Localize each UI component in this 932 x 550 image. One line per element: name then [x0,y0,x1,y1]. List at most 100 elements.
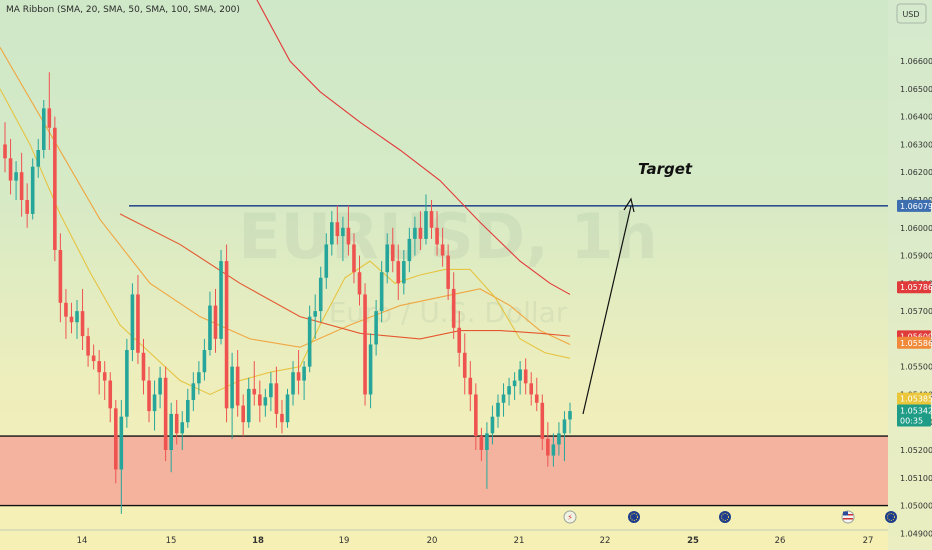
date-label: 26 [775,536,786,546]
price-tick-label: 1.05700 [900,307,932,316]
indicator-label[interactable]: MA Ribbon (SMA, 20, SMA, 50, SMA, 100, S… [6,5,240,15]
candle [512,372,517,400]
candle [390,227,395,273]
candle [8,138,13,195]
price-tick-label: 1.05100 [900,474,932,483]
candle [451,272,456,339]
candle [47,72,52,150]
candle [14,161,18,200]
price-badge: 1.06079 [897,199,932,212]
event-icon-eu-flag[interactable] [885,511,897,523]
candle [64,288,68,339]
candle [97,350,101,395]
date-label: 19 [339,536,350,546]
event-icon-eu-flag[interactable] [628,511,640,523]
candle [141,338,146,395]
candle [523,358,528,395]
candle [318,266,323,323]
candle [75,300,79,339]
currency-label[interactable]: USD [902,10,919,19]
candle [208,291,212,356]
support-zone [0,436,888,506]
candle [496,394,500,428]
candle [462,333,467,395]
ma-ribbon [0,0,571,396]
date-label: 25 [687,536,699,546]
candle [241,394,245,437]
candle [69,302,74,334]
price-axis[interactable]: USD 1.06600 1.06500 1.06400 1.06300 1.06200 1… [888,0,932,550]
candle [313,294,317,339]
candle [440,227,445,267]
event-icon-lightning[interactable]: ⚡ [563,510,577,524]
candle [252,361,257,406]
candle [341,216,345,262]
price-tick-label: 1.05000 [900,502,932,511]
candle [402,250,406,295]
candle [180,411,185,450]
price-tick-label: 1.06500 [900,85,932,94]
candle [147,366,151,423]
candle [363,283,367,406]
candle [291,361,295,406]
price-badges: 1.060791.057861.056091.055861.053851.053… [897,199,932,427]
candle [108,372,113,423]
candle [407,227,412,273]
currency-button[interactable] [896,3,927,24]
time-axis[interactable]: 14 15 18 19 20 21 22 25 26 27 ⚡ [0,510,897,546]
event-icon-eu-flag[interactable] [719,511,731,523]
price-tick-label: 1.05900 [900,252,932,261]
date-label: 22 [600,536,611,546]
event-icon-us-flag[interactable] [841,510,855,524]
date-label: 18 [252,536,264,546]
candle [197,361,201,395]
event-icons[interactable]: ⚡ [563,510,897,524]
candle [302,361,306,400]
candle [246,377,251,428]
price-badge: 1.05385 [897,392,932,405]
candle [169,402,173,473]
candle [80,288,85,350]
candle [396,244,401,300]
date-label: 21 [514,536,525,546]
candle [136,275,140,364]
candle [53,116,57,262]
candle [413,216,417,256]
price-badge: 1.05586 [897,336,932,349]
candle [562,411,567,462]
candle [219,250,223,345]
price-tick-label: 1.06600 [900,57,932,66]
candle [474,383,478,450]
svg-text:⚡: ⚡ [567,513,573,522]
candle [125,338,129,428]
candle [424,194,428,245]
candle [25,183,29,228]
price-tick-label: 1.06300 [900,140,932,149]
candle [191,372,196,412]
candle [185,388,190,428]
price-tick-label: 1.06000 [900,224,932,233]
candle [490,405,495,445]
candle [30,158,35,220]
date-labels: 14 15 18 19 20 21 22 25 26 27 [77,536,874,546]
candle [91,344,96,370]
candle [357,255,362,306]
arrow-line [582,205,632,415]
candle [529,372,534,406]
candle [379,261,384,323]
candle [546,422,550,467]
candle [224,244,229,423]
candle [258,380,262,423]
candle [429,200,434,239]
candle [113,400,118,484]
candle [158,366,162,409]
candle [163,366,168,462]
price-badge-label: 1.05786 [900,283,932,292]
candle [568,402,572,434]
candle [202,338,207,381]
target-label: Target [638,160,693,178]
candle [152,380,157,431]
